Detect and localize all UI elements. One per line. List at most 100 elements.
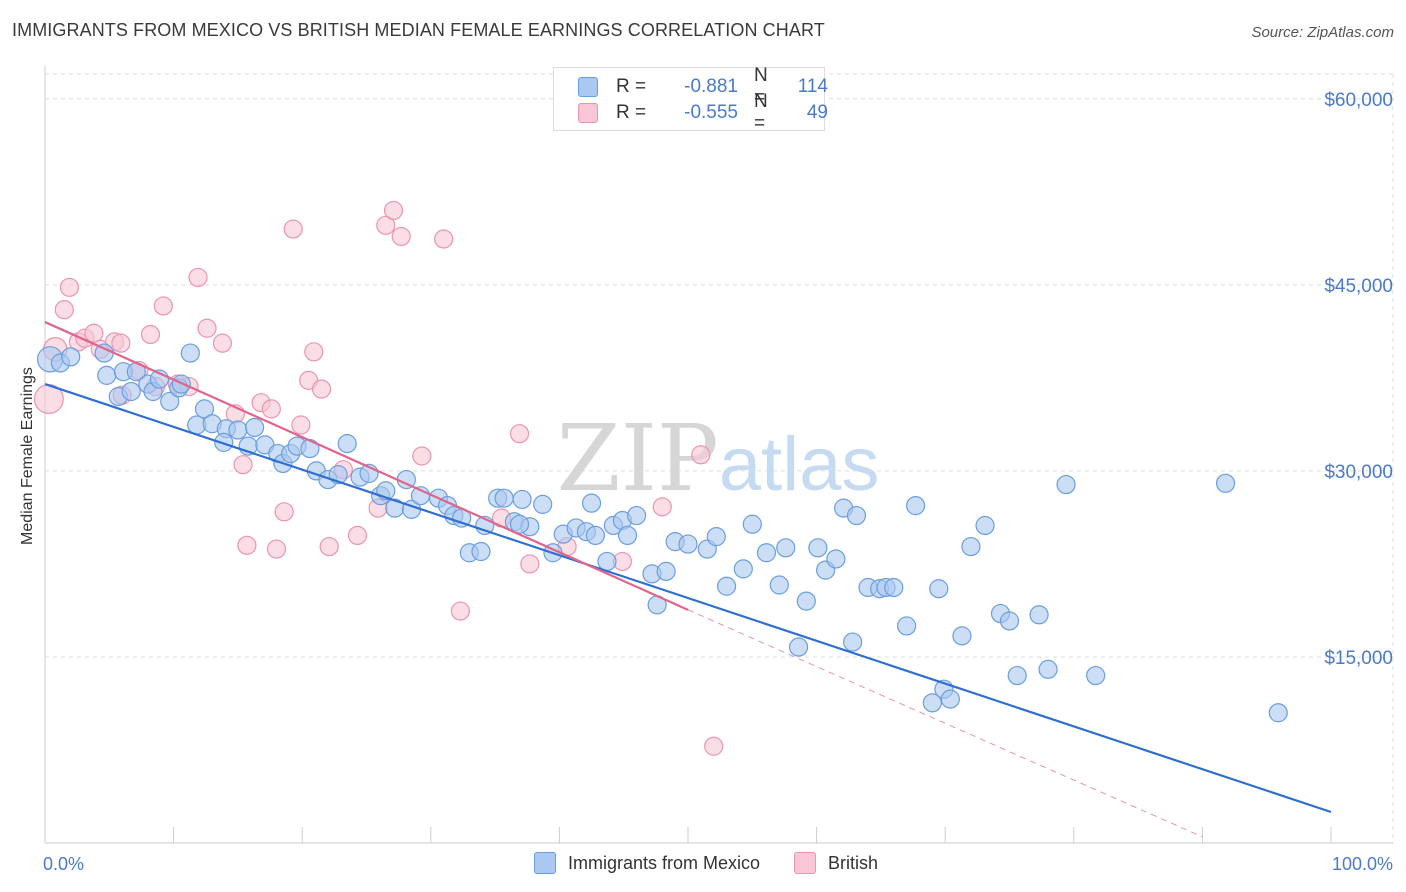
trend-line-british-extension — [687, 609, 1203, 838]
british-point — [266, 539, 287, 559]
mexico-point — [961, 536, 981, 557]
mexico-point — [585, 525, 606, 546]
watermark-atlas: atlas — [719, 422, 880, 507]
british-point — [153, 296, 173, 316]
mexico-point — [843, 632, 863, 652]
legend-swatch-mexico — [578, 77, 598, 97]
british-point — [59, 277, 80, 297]
trend-line-mexico — [44, 383, 1332, 814]
mexico-point — [245, 417, 265, 438]
x-tick-label-max: 100.0% — [1332, 854, 1393, 874]
british-point — [652, 497, 672, 517]
bottom-legend-british: British — [794, 852, 878, 874]
axes — [44, 66, 1393, 844]
mexico-point — [656, 561, 676, 581]
mexico-point — [716, 576, 737, 596]
british-point — [283, 219, 303, 239]
mexico-point — [769, 575, 789, 595]
mexico-point — [61, 347, 81, 367]
mexico-point — [884, 577, 904, 598]
mexico-point — [1038, 659, 1058, 679]
mexico-point — [512, 489, 532, 510]
british-point — [291, 415, 311, 435]
british-point — [520, 554, 540, 574]
mexico-point — [776, 538, 796, 558]
mexico-point — [929, 579, 949, 599]
mexico-point — [897, 616, 917, 636]
watermark: ZIPatlas — [557, 405, 880, 512]
legend-n-value: 49 — [806, 102, 828, 123]
british-point — [84, 323, 104, 343]
series-mexico — [36, 343, 1288, 723]
british-point — [212, 333, 233, 353]
mexico-point — [826, 549, 846, 569]
y-tick-label: $15,000 — [1324, 648, 1393, 669]
x-tick-label-min: 0.0% — [43, 854, 84, 874]
british-point — [111, 333, 131, 353]
source-note: Source: ZipAtlas.com — [1251, 24, 1394, 41]
mexico-point — [678, 534, 698, 554]
legend-n-label: N = — [754, 91, 768, 134]
british-point — [412, 446, 432, 466]
mexico-point — [706, 527, 726, 547]
grid-lines — [45, 73, 1394, 843]
watermark-zip: ZIP — [557, 405, 719, 512]
bottom-legend-mexico: Immigrants from Mexico — [534, 852, 760, 874]
legend-n-value: 114 — [797, 76, 828, 97]
mexico-point — [742, 514, 762, 534]
chart-title: IMMIGRANTS FROM MEXICO VS BRITISH MEDIAN… — [12, 20, 825, 40]
british-point — [274, 502, 294, 522]
mexico-point — [1056, 474, 1076, 495]
mexico-point — [796, 591, 816, 611]
mexico-point — [1007, 665, 1027, 686]
mexico-point — [597, 551, 617, 572]
mexico-point — [337, 434, 357, 454]
mexico-point — [940, 689, 960, 709]
british-point — [188, 267, 208, 288]
mexico-point — [975, 515, 995, 536]
british-point — [704, 736, 724, 756]
mexico-point — [1086, 665, 1106, 686]
mexico-point — [733, 559, 753, 579]
mexico-point — [160, 391, 180, 412]
mexico-point — [922, 693, 942, 713]
british-point — [376, 215, 396, 235]
y-axis-label: Median Female Earnings — [19, 367, 36, 545]
mexico-point — [626, 505, 647, 526]
mexico-point — [581, 493, 602, 513]
mexico-point — [808, 538, 828, 558]
tick-labels: $15,000 $30,000 $45,000 $60,000 0.0% 100.0% — [43, 90, 1393, 874]
mexico-point — [1029, 605, 1049, 625]
mexico-point — [617, 525, 638, 546]
mexico-point — [846, 505, 867, 526]
legend-r-value: -0.555 — [684, 102, 738, 123]
y-tick-label: $30,000 — [1324, 462, 1393, 483]
british-point — [450, 601, 470, 621]
british-point — [391, 226, 411, 247]
mexico-point — [906, 496, 926, 516]
legend-r-label: R = — [616, 102, 647, 123]
mexico-point — [494, 488, 514, 508]
mexico-point — [214, 432, 234, 452]
y-tick-label: $45,000 — [1324, 276, 1393, 297]
legend: R = -0.881 N = 114 R = -0.555 N = 49 — [553, 65, 828, 134]
bottom-legend-swatch-british — [794, 852, 817, 874]
british-point — [233, 455, 253, 475]
legend-row-british: R = -0.555 N = 49 — [578, 91, 828, 134]
legend-row-mexico: R = -0.881 N = 114 — [578, 65, 828, 108]
y-tick-label: $60,000 — [1324, 90, 1393, 111]
british-point — [140, 324, 161, 345]
trend-lines — [44, 321, 1332, 838]
bottom-legend-swatch-mexico — [534, 852, 556, 874]
british-point — [311, 379, 332, 399]
british-point — [509, 424, 530, 444]
mexico-point — [180, 343, 200, 363]
mexico-point — [228, 420, 248, 440]
british-point — [434, 229, 454, 249]
british-point — [304, 342, 324, 362]
mexico-point — [999, 611, 1020, 631]
legend-r-label: R = — [616, 76, 647, 97]
bottom-legend-label-mexico: Immigrants from Mexico — [568, 852, 761, 873]
trend-line-british — [44, 321, 689, 611]
